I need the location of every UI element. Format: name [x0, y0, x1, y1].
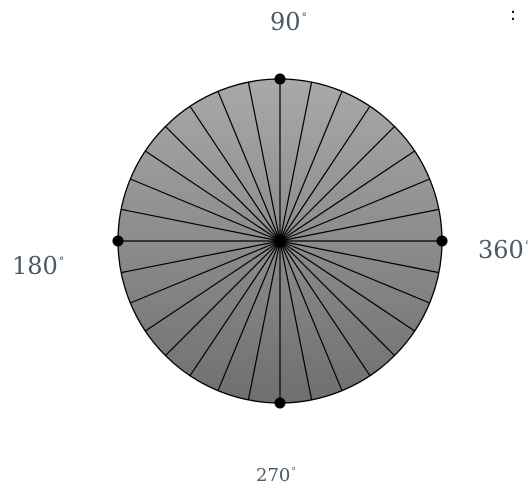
- label-270-value: 270: [256, 465, 291, 486]
- degree-symbol-180: °: [58, 255, 65, 268]
- radial-line: [217, 240, 281, 391]
- label-270-degrees: 270°: [256, 467, 296, 485]
- radial-line: [144, 240, 281, 332]
- corner-mark: :: [510, 4, 517, 25]
- radial-line: [120, 208, 281, 242]
- radial-line: [279, 240, 440, 274]
- label-360-degrees: 360°: [478, 238, 528, 262]
- degree-symbol-90: °: [301, 11, 308, 24]
- radial-line: [247, 81, 281, 242]
- radial-line: [279, 240, 371, 377]
- radial-line: [189, 240, 281, 377]
- radial-line: [144, 150, 281, 242]
- radial-line: [247, 240, 281, 401]
- radial-line: [217, 91, 281, 242]
- radial-line: [279, 150, 416, 242]
- point-dot-180: [112, 235, 124, 247]
- label-90-degrees: 90°: [270, 10, 307, 34]
- radial-line: [279, 178, 430, 242]
- radial-lines: [118, 79, 442, 403]
- radial-line: [279, 208, 440, 242]
- label-180-degrees: 180°: [12, 254, 64, 278]
- radial-line: [189, 105, 281, 242]
- radial-line: [279, 240, 430, 304]
- degree-symbol-270: °: [291, 467, 296, 477]
- radial-line: [120, 240, 281, 274]
- label-180-value: 180: [12, 252, 58, 280]
- radial-line: [130, 240, 281, 304]
- radial-line: [165, 240, 281, 356]
- label-360-value: 360: [478, 236, 524, 264]
- radial-line: [279, 105, 371, 242]
- point-dot-270: [274, 397, 286, 409]
- radial-line: [279, 240, 313, 401]
- radial-line: [279, 126, 395, 242]
- radial-line: [279, 240, 343, 391]
- point-dot-90: [274, 73, 286, 85]
- radial-line: [279, 240, 395, 356]
- degree-symbol-360: °: [524, 239, 528, 252]
- radial-line: [130, 178, 281, 242]
- label-90-value: 90: [270, 8, 301, 36]
- point-dot-360: [436, 235, 448, 247]
- radial-line: [165, 126, 281, 242]
- radial-line: [279, 240, 416, 332]
- cardinal-point-dots: [112, 73, 448, 409]
- radial-line: [279, 91, 343, 242]
- radial-line: [279, 81, 313, 242]
